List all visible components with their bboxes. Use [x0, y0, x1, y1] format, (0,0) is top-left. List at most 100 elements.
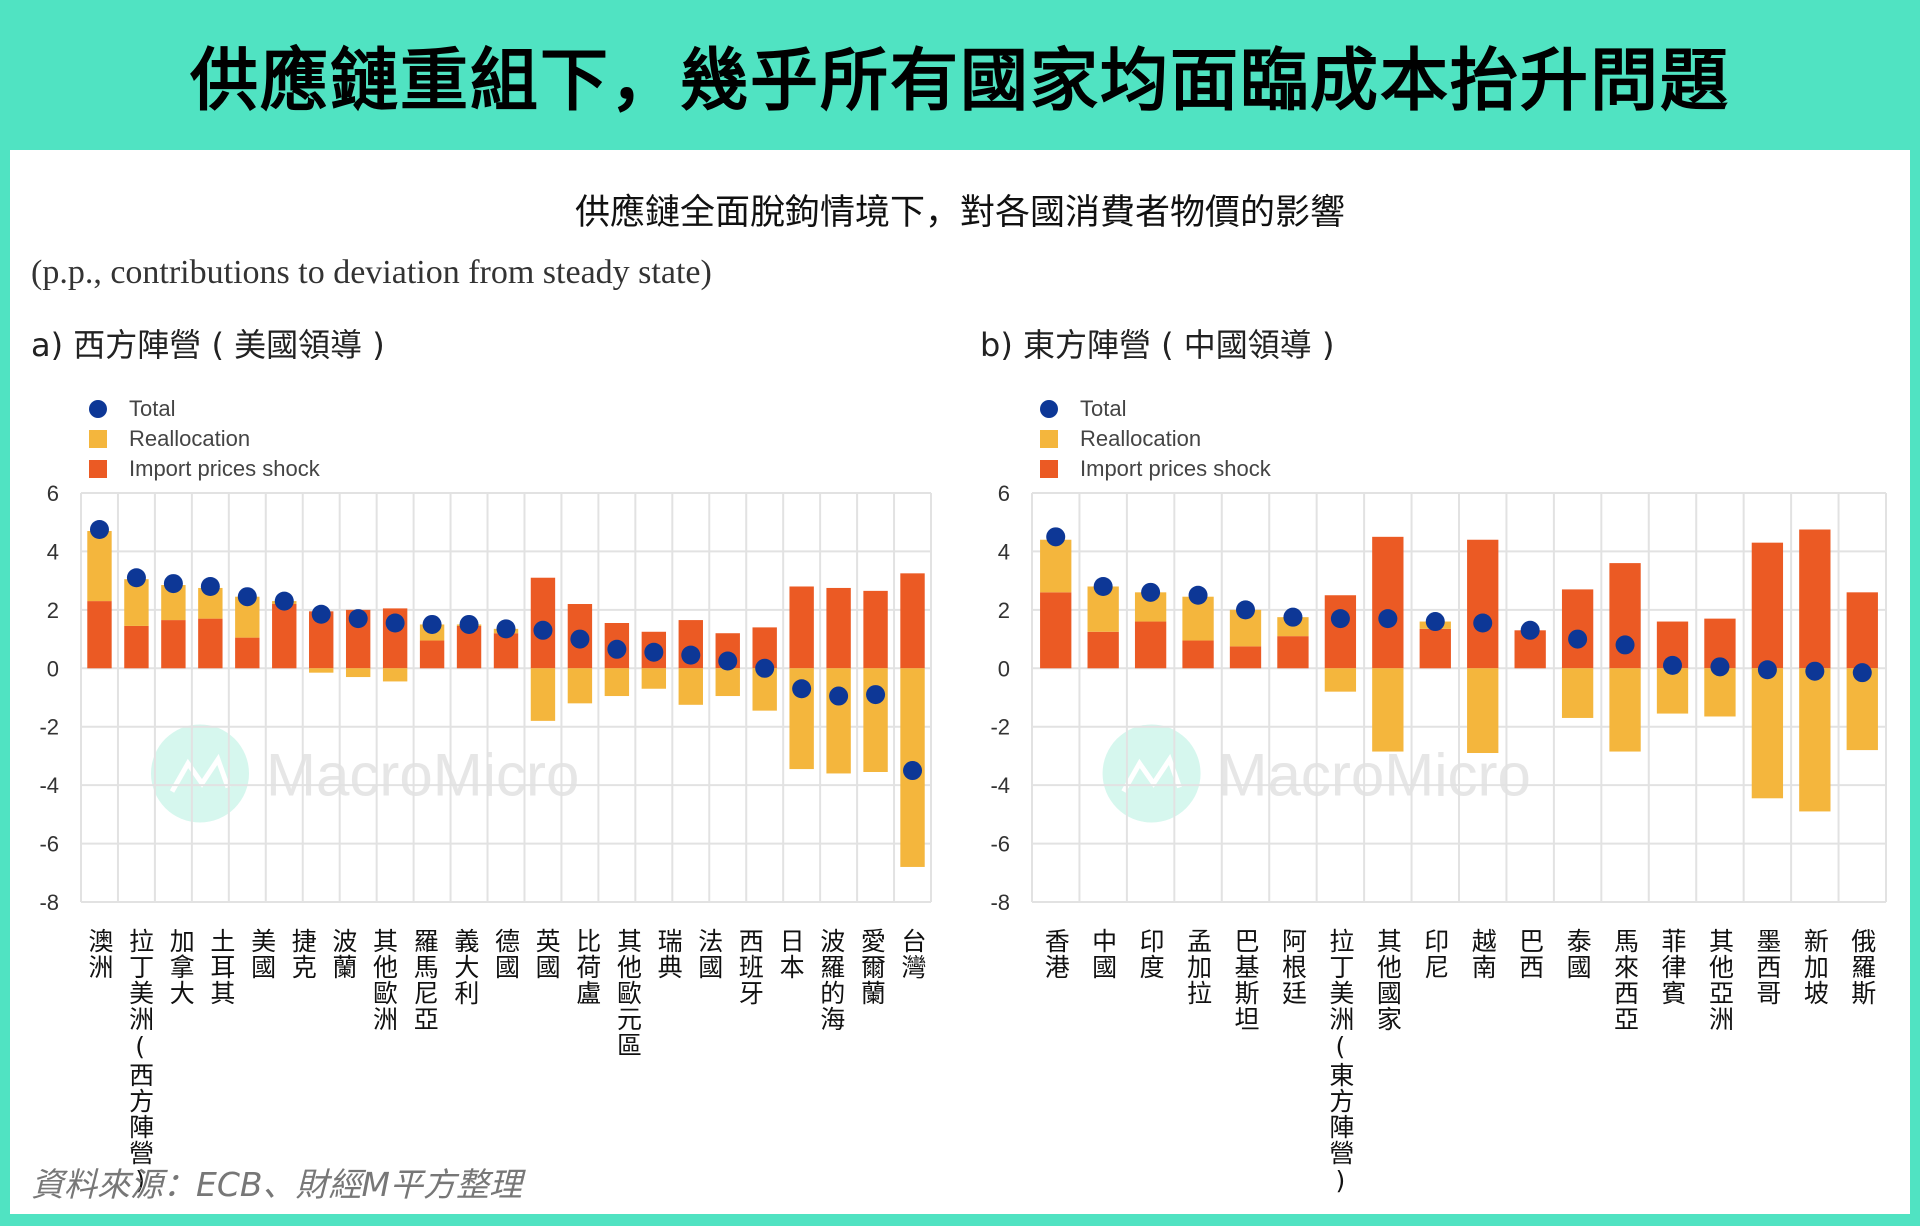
bar-reallocation	[641, 668, 667, 689]
y-tick-label: -8	[990, 890, 1010, 915]
y-tick-label: 6	[998, 481, 1010, 506]
x-tick-label: 印尼	[1420, 928, 1450, 980]
watermark-chart-icon	[169, 753, 231, 793]
dot-total	[1188, 585, 1208, 605]
x-tick-label: 捷克	[288, 928, 318, 980]
panel-a-title: a) 西方陣營 ( 美國領導 )	[31, 326, 385, 364]
legend-label: Reallocation	[129, 426, 251, 451]
square-marker-icon	[89, 430, 107, 448]
dot-total	[126, 568, 146, 588]
bar-import-prices-shock	[87, 601, 112, 669]
dot-total	[1568, 629, 1588, 649]
bar-reallocation	[1372, 668, 1404, 752]
dot-total	[681, 645, 701, 665]
dot-total	[459, 614, 479, 634]
watermark-logo-icon	[151, 724, 249, 823]
dot-total	[1473, 613, 1493, 633]
y-tick-label: -2	[990, 715, 1010, 740]
x-tick-label: 義大利	[450, 928, 480, 1006]
dot-total	[1330, 609, 1350, 629]
legend-item-reallocation: Reallocation	[89, 424, 320, 454]
circle-marker-icon	[1040, 399, 1058, 418]
bar-import-prices-shock	[1419, 628, 1451, 669]
bar-reallocation	[567, 668, 593, 704]
dot-total	[1710, 657, 1730, 677]
x-tick-label: 巴基斯坦	[1231, 928, 1260, 1032]
bar-reallocation	[863, 668, 888, 772]
watermark-logo-icon	[1102, 724, 1201, 823]
x-tick-label: 阿根廷	[1278, 928, 1308, 1006]
circle-marker-icon	[89, 399, 107, 418]
bar-reallocation	[87, 530, 112, 602]
x-tick-label: 加拿大	[166, 928, 196, 1006]
x-tick-label: 馬來西亞	[1610, 928, 1640, 1032]
y-tick-label: -8	[39, 890, 59, 915]
dot-total	[1805, 661, 1825, 681]
legend-item-reallocation: Reallocation	[1040, 424, 1271, 454]
x-tick-label: 香港	[1041, 928, 1071, 980]
dot-total	[644, 642, 664, 662]
square-marker-icon	[1040, 460, 1058, 478]
bar-import-prices-shock	[826, 587, 851, 669]
bar-reallocation	[1799, 668, 1831, 812]
x-tick-label: 其他歐洲	[369, 928, 399, 1032]
x-tick-label: 愛爾蘭	[857, 928, 887, 1006]
y-tick-label: 2	[47, 598, 59, 623]
x-tick-label: 其他亞洲	[1705, 928, 1735, 1032]
bar-import-prices-shock	[161, 620, 186, 669]
bar-import-prices-shock	[1040, 592, 1072, 669]
bar-reallocation	[715, 668, 740, 697]
dot-total	[570, 629, 590, 649]
y-tick-label: 2	[998, 598, 1010, 623]
bar-import-prices-shock	[419, 640, 445, 669]
dot-total	[200, 576, 220, 596]
bar-import-prices-shock	[1372, 536, 1404, 669]
x-tick-label: 羅馬尼亞	[410, 928, 440, 1032]
x-tick-label: 拉丁美洲(西方陣營)	[125, 928, 155, 1196]
bar-reallocation	[1040, 539, 1072, 593]
dot-total	[1425, 612, 1445, 632]
bar-import-prices-shock	[1182, 640, 1214, 669]
bar-import-prices-shock	[1846, 592, 1878, 669]
y-tick-label: -2	[39, 715, 59, 740]
dot-total	[755, 658, 775, 678]
x-tick-label: 法國	[694, 928, 724, 980]
legend-item-import-prices-shock: Import prices shock	[1040, 454, 1271, 484]
bar-import-prices-shock	[198, 618, 223, 669]
bar-import-prices-shock	[272, 604, 297, 669]
dot-total	[1283, 607, 1303, 627]
y-tick-label: -4	[39, 773, 59, 798]
watermark-chart-icon	[1121, 753, 1182, 793]
dot-total	[1093, 576, 1113, 596]
page-title: 供應鏈重組下，幾乎所有國家均面臨成本抬升問題	[189, 41, 1730, 121]
bar-reallocation	[530, 668, 556, 721]
legend-b: Total Reallocation Import prices shock	[1040, 393, 1271, 484]
source-note: 資料來源：ECB、財經M平方整理	[31, 1165, 523, 1204]
bar-reallocation	[1751, 668, 1784, 799]
bar-import-prices-shock	[1799, 529, 1831, 669]
y-tick-label: -6	[990, 832, 1010, 857]
chart-panel	[10, 150, 1910, 1214]
bar-import-prices-shock	[1277, 636, 1309, 669]
bar-reallocation	[826, 668, 851, 774]
header-banner: 供應鏈重組下，幾乎所有國家均面臨成本抬升問題	[0, 0, 1920, 148]
dot-total	[1520, 620, 1540, 640]
x-tick-label: 墨西哥	[1752, 928, 1782, 1006]
x-tick-label: 美國	[247, 928, 277, 980]
x-tick-label: 菲律賓	[1658, 928, 1687, 1006]
legend-label: Total	[1080, 395, 1127, 421]
x-tick-label: 波蘭	[328, 928, 358, 980]
bar-import-prices-shock	[900, 573, 925, 669]
dot-total	[1378, 609, 1398, 629]
dot-total	[385, 613, 405, 633]
x-tick-label: 西班牙	[735, 928, 765, 1006]
bar-import-prices-shock	[1751, 542, 1784, 669]
dot-total	[1046, 527, 1066, 547]
dot-total	[607, 639, 627, 659]
bar-reallocation	[1561, 668, 1594, 718]
square-marker-icon	[1040, 430, 1058, 448]
dot-total	[1757, 660, 1777, 680]
x-tick-label: 孟加拉	[1183, 928, 1213, 1006]
dot-total	[1663, 655, 1682, 675]
